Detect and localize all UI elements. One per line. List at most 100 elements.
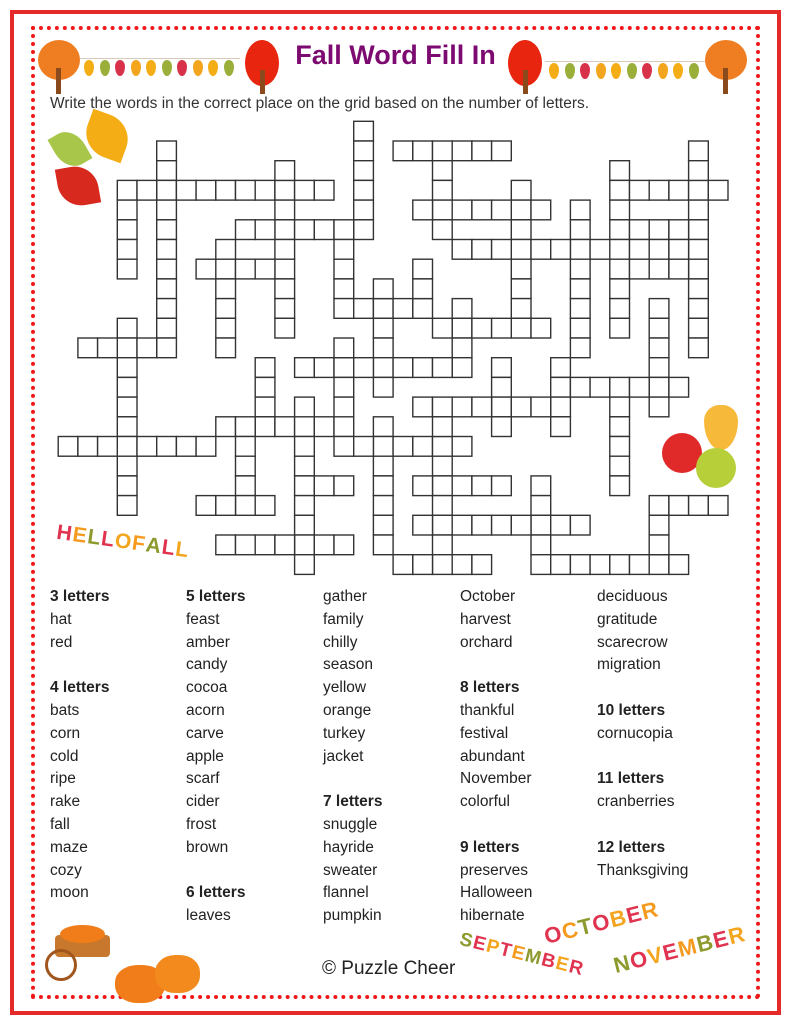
grid-cell[interactable] (628, 238, 650, 260)
grid-cell[interactable] (510, 514, 532, 536)
grid-cell[interactable] (254, 179, 276, 201)
grid-cell[interactable] (372, 317, 394, 339)
grid-cell[interactable] (333, 297, 355, 320)
grid-cell[interactable] (431, 219, 453, 241)
grid-cell[interactable] (155, 199, 178, 221)
grid-cell[interactable] (116, 238, 138, 260)
grid-cell[interactable] (57, 435, 79, 457)
grid-cell[interactable] (609, 278, 631, 300)
grid-cell[interactable] (333, 357, 355, 379)
grid-cell[interactable] (372, 357, 394, 379)
grid-cell[interactable] (372, 435, 394, 457)
grid-cell[interactable] (372, 416, 394, 438)
grid-cell[interactable] (412, 435, 434, 457)
grid-cell[interactable] (471, 475, 493, 497)
grid-cell[interactable] (155, 278, 178, 300)
grid-cell[interactable] (96, 435, 118, 457)
grid-cell[interactable] (274, 317, 296, 339)
grid-cell[interactable] (569, 297, 591, 320)
grid-cell[interactable] (195, 179, 217, 201)
grid-cell[interactable] (648, 554, 670, 576)
grid-cell[interactable] (530, 534, 552, 556)
grid-cell[interactable] (648, 494, 670, 517)
grid-cell[interactable] (175, 179, 197, 201)
grid-cell[interactable] (451, 475, 473, 497)
grid-cell[interactable] (372, 376, 394, 398)
grid-cell[interactable] (569, 199, 591, 221)
grid-cell[interactable] (550, 376, 572, 398)
grid-cell[interactable] (155, 219, 178, 241)
grid-cell[interactable] (648, 238, 670, 260)
grid-cell[interactable] (648, 534, 670, 556)
grid-cell[interactable] (490, 514, 513, 536)
grid-cell[interactable] (609, 376, 631, 398)
grid-cell[interactable] (687, 278, 709, 300)
grid-cell[interactable] (116, 357, 138, 379)
grid-cell[interactable] (353, 120, 375, 142)
grid-cell[interactable] (293, 494, 316, 517)
grid-cell[interactable] (707, 494, 729, 517)
grid-cell[interactable] (116, 435, 138, 457)
grid-cell[interactable] (353, 357, 375, 379)
grid-cell[interactable] (333, 337, 355, 359)
grid-cell[interactable] (687, 317, 709, 339)
grid-cell[interactable] (116, 494, 138, 517)
grid-cell[interactable] (116, 219, 138, 241)
grid-cell[interactable] (687, 258, 709, 280)
grid-cell[interactable] (116, 475, 138, 497)
grid-cell[interactable] (490, 140, 513, 162)
grid-cell[interactable] (707, 179, 729, 201)
grid-cell[interactable] (609, 258, 631, 280)
grid-cell[interactable] (510, 199, 532, 221)
grid-cell[interactable] (628, 219, 650, 241)
grid-cell[interactable] (451, 514, 473, 536)
grid-cell[interactable] (431, 199, 453, 221)
grid-cell[interactable] (628, 179, 650, 201)
grid-cell[interactable] (451, 140, 473, 162)
grid-cell[interactable] (510, 238, 532, 260)
grid-cell[interactable] (116, 258, 138, 280)
grid-cell[interactable] (412, 357, 434, 379)
grid-cell[interactable] (254, 396, 276, 418)
grid-cell[interactable] (175, 435, 197, 457)
grid-cell[interactable] (293, 179, 316, 201)
grid-cell[interactable] (510, 258, 532, 280)
grid-cell[interactable] (392, 435, 414, 457)
grid-cell[interactable] (668, 219, 690, 241)
grid-cell[interactable] (648, 219, 670, 241)
grid-cell[interactable] (510, 278, 532, 300)
grid-cell[interactable] (333, 376, 355, 398)
grid-cell[interactable] (589, 376, 611, 398)
grid-cell[interactable] (116, 179, 138, 201)
grid-cell[interactable] (628, 258, 650, 280)
grid-cell[interactable] (234, 475, 256, 497)
grid-cell[interactable] (155, 337, 178, 359)
grid-cell[interactable] (412, 199, 434, 221)
grid-cell[interactable] (490, 376, 513, 398)
grid-cell[interactable] (392, 554, 414, 576)
grid-cell[interactable] (431, 159, 453, 182)
grid-cell[interactable] (471, 554, 493, 576)
grid-cell[interactable] (451, 396, 473, 418)
grid-cell[interactable] (648, 514, 670, 536)
grid-cell[interactable] (431, 396, 453, 418)
grid-cell[interactable] (372, 475, 394, 497)
grid-cell[interactable] (490, 199, 513, 221)
grid-cell[interactable] (333, 238, 355, 260)
grid-cell[interactable] (412, 514, 434, 536)
grid-cell[interactable] (510, 317, 532, 339)
grid-cell[interactable] (215, 278, 237, 300)
grid-cell[interactable] (510, 297, 532, 320)
grid-cell[interactable] (254, 357, 276, 379)
grid-cell[interactable] (609, 435, 631, 457)
grid-cell[interactable] (648, 317, 670, 339)
grid-cell[interactable] (333, 435, 355, 457)
grid-cell[interactable] (569, 554, 591, 576)
grid-cell[interactable] (293, 475, 316, 497)
grid-cell[interactable] (372, 494, 394, 517)
grid-cell[interactable] (668, 179, 690, 201)
grid-cell[interactable] (609, 219, 631, 241)
grid-cell[interactable] (234, 416, 256, 438)
grid-cell[interactable] (451, 199, 473, 221)
grid-cell[interactable] (293, 435, 316, 457)
